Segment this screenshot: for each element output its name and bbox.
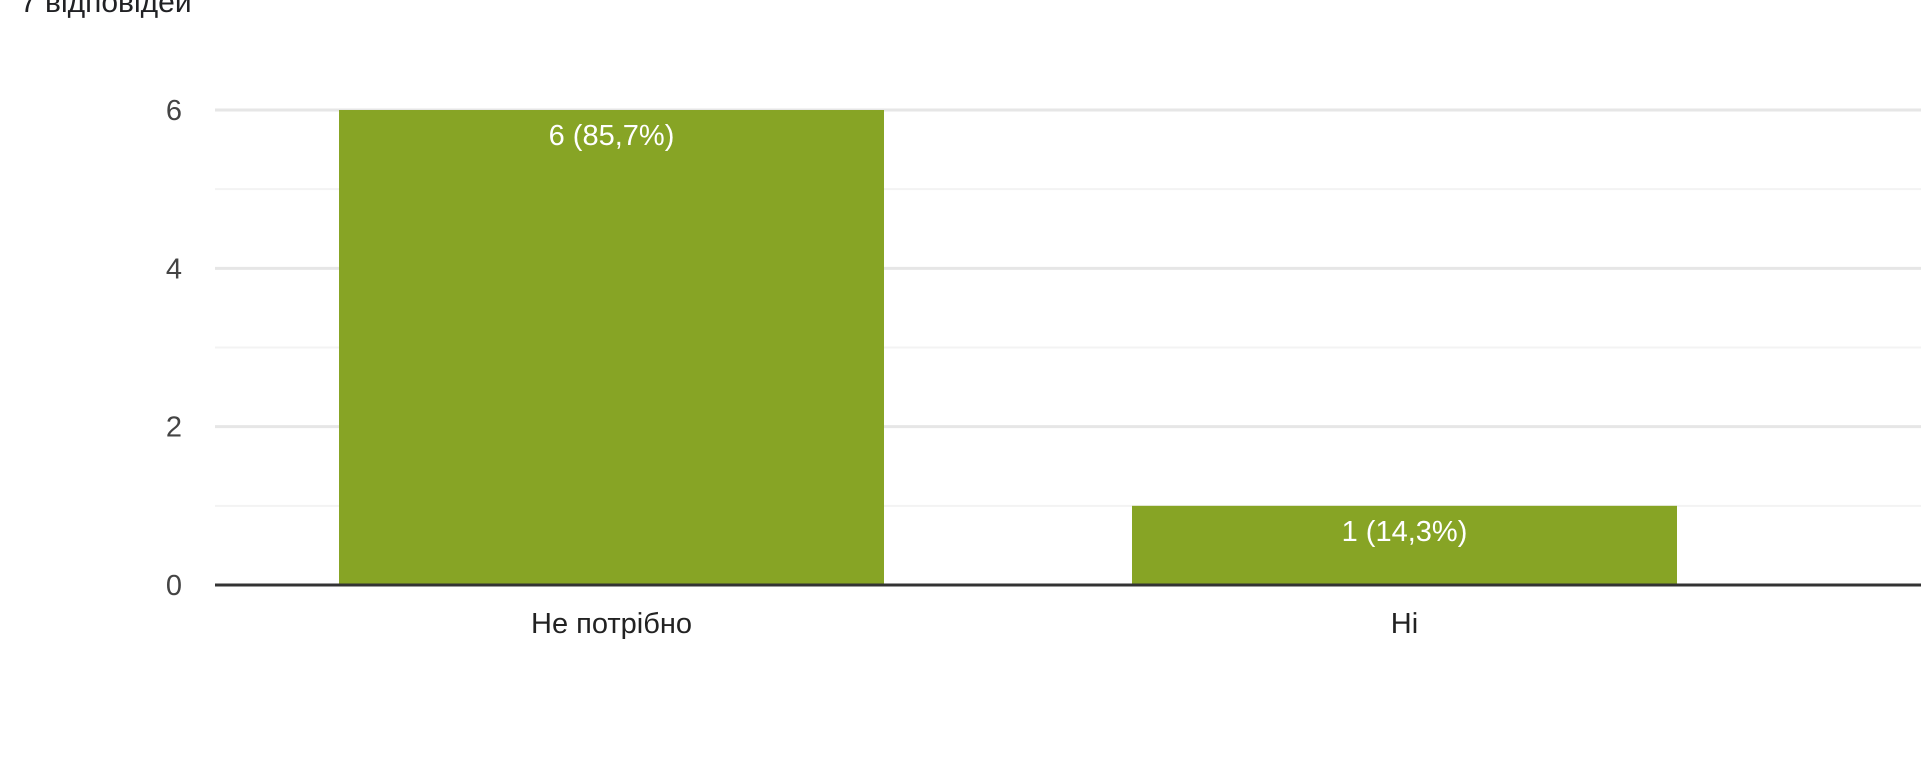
- bar-data-label: 6 (85,7%): [549, 120, 675, 152]
- x-category-label: Ні: [1391, 608, 1418, 640]
- y-tick-label: 6: [166, 95, 182, 127]
- bar: [1132, 505, 1677, 585]
- y-tick-label: 2: [166, 412, 182, 444]
- y-tick-label: 4: [166, 253, 182, 285]
- bar-data-label: 1 (14,3%): [1342, 516, 1468, 548]
- x-category-label: Не потрібно: [531, 608, 692, 640]
- y-tick-label: 0: [166, 570, 182, 602]
- bar: [339, 110, 884, 585]
- responses-count: 7 відповідей: [20, 0, 192, 19]
